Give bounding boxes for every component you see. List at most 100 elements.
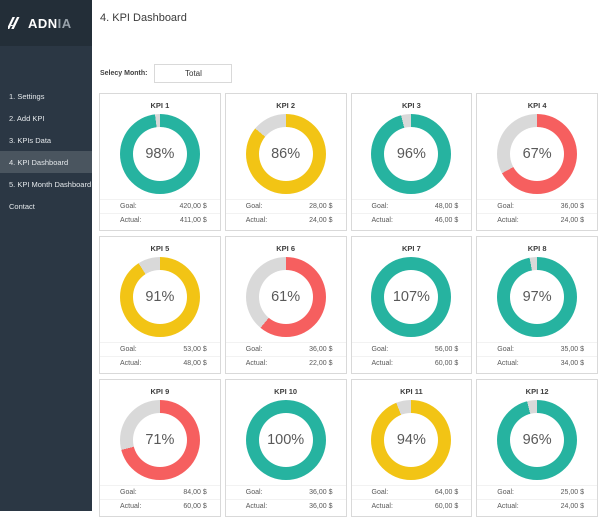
kpi-goal-value: 28,00 $ [309, 203, 333, 210]
kpi-card: KPI 2 86% Goal: 28,00 $ Actual: 24,00 $ [224, 93, 347, 231]
kpi-actual-value: 411,00 $ [180, 217, 207, 224]
kpi-goal-row: Goal: 36,00 $ [225, 342, 346, 356]
sidebar-item-5-kpi-month-dashboard[interactable]: 5. KPI Month Dashboard [9, 179, 92, 189]
kpi-percent-value: 98% [132, 127, 187, 181]
kpi-actual-value: 24,00 $ [560, 217, 584, 224]
kpi-card: KPI 9 71% Goal: 84,00 $ Actual: 60,00 $ [99, 379, 221, 517]
kpi-goal-row: Goal: 35,00 $ [477, 342, 597, 356]
sidebar: ADNIA 1. Settings 2. Add KPI 3. KPIs Data 4… [0, 0, 92, 511]
adnia-logo-icon [8, 17, 23, 29]
kpi-actual-label: Actual: [245, 360, 268, 367]
kpi-percent-value: 67% [510, 127, 565, 181]
kpi-percent-value: 86% [258, 127, 313, 181]
kpi-card-title: KPI 8 [527, 244, 547, 253]
kpi-card: KPI 12 96% Goal: 25,00 $ Actual: 24,00 $ [476, 379, 598, 517]
month-select-value: Total [185, 69, 202, 78]
kpi-goal-value: 48,00 $ [434, 203, 459, 210]
kpi-stats: Goal: 56,00 $ Actual: 60,00 $ [351, 342, 472, 370]
kpi-goal-row: Goal: 36,00 $ [225, 485, 346, 499]
kpi-goal-value: 36,00 $ [309, 489, 333, 496]
kpi-actual-row: Actual: 24,00 $ [477, 213, 597, 227]
kpi-card: KPI 8 97% Goal: 35,00 $ Actual: 34,00 $ [476, 236, 598, 374]
kpi-actual-row: Actual: 36,00 $ [225, 499, 346, 513]
month-filter: Selecy Month: Total [100, 64, 233, 83]
kpi-actual-value: 22,00 $ [309, 360, 333, 367]
logo: ADNIA [0, 0, 92, 46]
kpi-donut-chart: 67% [497, 114, 578, 194]
kpi-stats: Goal: 53,00 $ Actual: 48,00 $ [100, 342, 220, 370]
kpi-goal-label: Goal: [371, 489, 389, 496]
kpi-actual-label: Actual: [371, 217, 393, 224]
kpi-card-title: KPI 2 [276, 101, 295, 110]
kpi-percent-value: 100% [258, 413, 313, 467]
sidebar-item-contact[interactable]: Contact [9, 201, 35, 211]
kpi-actual-value: 48,00 $ [183, 360, 207, 367]
kpi-stats: Goal: 64,00 $ Actual: 60,00 $ [351, 485, 472, 513]
kpi-card-title: KPI 1 [150, 101, 170, 110]
kpi-actual-row: Actual: 60,00 $ [351, 356, 472, 370]
kpi-actual-value: 60,00 $ [434, 503, 459, 510]
kpi-actual-row: Actual: 60,00 $ [100, 499, 220, 513]
month-filter-label: Selecy Month: [100, 70, 148, 77]
kpi-donut-chart: 107% [371, 257, 452, 337]
month-select[interactable]: Total [154, 64, 233, 83]
kpi-goal-value: 53,00 $ [183, 346, 207, 353]
kpi-goal-label: Goal: [371, 203, 389, 210]
kpi-card-title: KPI 7 [401, 244, 421, 253]
kpi-percent-value: 71% [132, 413, 187, 467]
kpi-card-title: KPI 4 [527, 101, 547, 110]
kpi-actual-label: Actual: [120, 503, 142, 510]
kpi-goal-label: Goal: [120, 203, 137, 210]
kpi-card-title: KPI 5 [150, 244, 170, 253]
kpi-actual-row: Actual: 48,00 $ [100, 356, 220, 370]
logo-text-primary: ADN [28, 15, 58, 31]
kpi-actual-row: Actual: 34,00 $ [477, 356, 597, 370]
kpi-actual-value: 36,00 $ [309, 503, 333, 510]
kpi-stats: Goal: 420,00 $ Actual: 411,00 $ [100, 199, 220, 227]
main-content: 4. KPI Dashboard Selecy Month: Total KPI… [92, 0, 600, 517]
kpi-goal-value: 36,00 $ [560, 203, 584, 210]
logo-text-secondary: IA [57, 15, 72, 31]
sidebar-item-4-kpi-dashboard[interactable]: 4. KPI Dashboard [0, 151, 92, 173]
sidebar-item-2-add-kpi[interactable]: 2. Add KPI [9, 113, 45, 123]
kpi-donut-chart: 97% [497, 257, 578, 337]
kpi-goal-row: Goal: 48,00 $ [351, 199, 472, 213]
kpi-goal-value: 56,00 $ [434, 346, 459, 353]
kpi-donut-chart: 100% [245, 400, 326, 480]
kpi-goal-row: Goal: 56,00 $ [351, 342, 472, 356]
kpi-actual-value: 60,00 $ [183, 503, 207, 510]
kpi-actual-label: Actual: [245, 503, 268, 510]
kpi-actual-label: Actual: [497, 360, 519, 367]
kpi-stats: Goal: 36,00 $ Actual: 36,00 $ [225, 485, 346, 513]
kpi-goal-value: 420,00 $ [179, 203, 207, 210]
kpi-goal-label: Goal: [371, 346, 389, 353]
kpi-donut-chart: 71% [119, 400, 200, 480]
logo-text: ADNIA [28, 16, 72, 31]
kpi-goal-row: Goal: 53,00 $ [100, 342, 220, 356]
kpi-card: KPI 1 98% Goal: 420,00 $ Actual: 411,00 … [99, 93, 221, 231]
kpi-card-title: KPI 9 [150, 387, 170, 396]
kpi-card: KPI 5 91% Goal: 53,00 $ Actual: 48,00 $ [99, 236, 221, 374]
kpi-goal-value: 84,00 $ [183, 489, 207, 496]
kpi-donut-chart: 96% [497, 400, 578, 480]
kpi-goal-value: 25,00 $ [560, 489, 584, 496]
kpi-percent-value: 94% [384, 413, 439, 467]
kpi-goal-label: Goal: [120, 489, 137, 496]
kpi-goal-label: Goal: [497, 203, 514, 210]
kpi-card-title: KPI 6 [276, 244, 295, 253]
kpi-actual-row: Actual: 60,00 $ [351, 499, 472, 513]
sidebar-menu: 1. Settings 2. Add KPI 3. KPIs Data 4. KPI … [0, 85, 92, 217]
kpi-grid: KPI 1 98% Goal: 420,00 $ Actual: 411,00 … [99, 93, 598, 517]
kpi-actual-row: Actual: 24,00 $ [225, 213, 346, 227]
kpi-actual-row: Actual: 22,00 $ [225, 356, 346, 370]
sidebar-item-3-kpis-data[interactable]: 3. KPIs Data [9, 135, 52, 145]
kpi-card: KPI 7 107% Goal: 56,00 $ Actual: 60,00 $ [350, 236, 473, 374]
kpi-actual-row: Actual: 24,00 $ [477, 499, 597, 513]
sidebar-item-1-settings[interactable]: 1. Settings [9, 91, 45, 101]
kpi-actual-label: Actual: [245, 217, 268, 224]
kpi-goal-row: Goal: 64,00 $ [351, 485, 472, 499]
kpi-goal-row: Goal: 420,00 $ [100, 199, 220, 213]
kpi-donut-chart: 96% [371, 114, 452, 194]
kpi-card-title: KPI 12 [525, 387, 549, 396]
kpi-stats: Goal: 28,00 $ Actual: 24,00 $ [225, 199, 346, 227]
